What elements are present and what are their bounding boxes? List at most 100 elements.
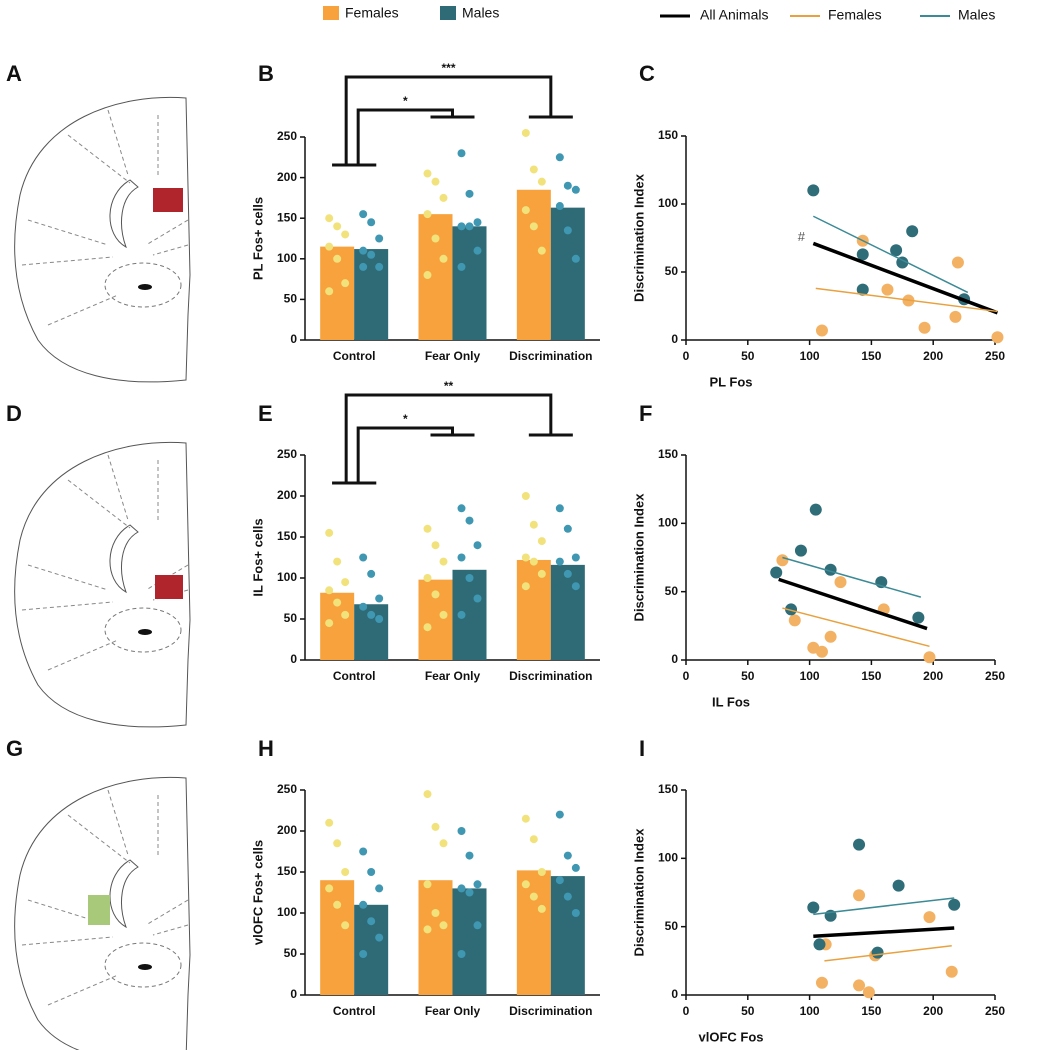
ventricle bbox=[138, 964, 152, 970]
panel-label: A bbox=[6, 61, 22, 86]
data-point bbox=[871, 946, 884, 959]
data-point bbox=[325, 619, 334, 628]
data-point bbox=[423, 574, 432, 582]
data-point bbox=[333, 222, 342, 231]
region-boundary bbox=[47, 294, 119, 326]
data-point bbox=[431, 234, 440, 243]
data-point bbox=[776, 554, 789, 567]
data-point bbox=[785, 603, 798, 616]
x-tick-label: Discrimination bbox=[509, 1004, 592, 1018]
data-point bbox=[423, 271, 432, 280]
data-point bbox=[439, 839, 448, 848]
brain-diagram bbox=[14, 96, 191, 383]
x-tick-label: Fear Only bbox=[425, 349, 481, 363]
fit-line bbox=[812, 241, 999, 315]
y-tick-label: 100 bbox=[658, 196, 678, 210]
y-tick-label: 50 bbox=[284, 292, 298, 306]
data-point bbox=[537, 177, 546, 186]
x-tick-label: 100 bbox=[800, 1004, 820, 1018]
bar bbox=[516, 189, 551, 340]
data-point bbox=[431, 590, 440, 599]
data-point bbox=[788, 614, 801, 627]
y-axis-label: IL Fos+ cells bbox=[250, 518, 265, 596]
significance-bracket bbox=[332, 108, 475, 167]
fit-line bbox=[812, 215, 969, 294]
data-point bbox=[813, 938, 826, 951]
data-point bbox=[465, 888, 474, 897]
x-tick-label: 150 bbox=[861, 1004, 881, 1018]
data-point bbox=[325, 884, 334, 893]
y-axis-label: vlOFC Fos+ cells bbox=[250, 840, 265, 945]
brain-diagram bbox=[14, 441, 191, 728]
data-point bbox=[949, 310, 962, 323]
y-axis-label: Discrimination Index bbox=[631, 828, 646, 957]
y-axis-label: PL Fos+ cells bbox=[250, 197, 265, 280]
x-tick-label: 150 bbox=[861, 669, 881, 683]
data-point bbox=[431, 541, 440, 550]
data-point bbox=[473, 246, 482, 255]
region-boundary bbox=[107, 109, 129, 176]
data-point bbox=[367, 917, 376, 926]
y-tick-label: 0 bbox=[671, 652, 678, 666]
legend-label: Females bbox=[828, 7, 882, 23]
bar bbox=[516, 559, 551, 660]
x-tick-label: Control bbox=[333, 669, 376, 683]
data-point bbox=[325, 528, 334, 537]
x-tick-label: 0 bbox=[683, 349, 690, 363]
data-point bbox=[325, 586, 334, 595]
data-point bbox=[423, 880, 432, 889]
region-boundary bbox=[67, 814, 131, 864]
data-point bbox=[856, 283, 869, 296]
data-point bbox=[473, 921, 482, 930]
data-point bbox=[951, 256, 964, 269]
panel-label: B bbox=[258, 61, 274, 86]
thalamus bbox=[104, 607, 182, 653]
data-point bbox=[834, 576, 847, 589]
data-point bbox=[881, 283, 894, 296]
data-point bbox=[359, 246, 368, 255]
data-point bbox=[853, 889, 866, 902]
legend-label: Females bbox=[345, 5, 399, 21]
data-point bbox=[439, 557, 448, 566]
data-point bbox=[537, 868, 546, 876]
data-point bbox=[529, 557, 538, 566]
fit-line bbox=[782, 556, 922, 598]
data-point bbox=[563, 226, 572, 235]
panel-label: F bbox=[639, 401, 652, 426]
region-boundary bbox=[27, 564, 109, 591]
bar bbox=[320, 880, 355, 995]
y-tick-label: 100 bbox=[658, 516, 678, 530]
x-tick-label: 50 bbox=[741, 669, 755, 683]
data-point bbox=[529, 520, 538, 529]
data-point bbox=[333, 254, 342, 263]
data-point bbox=[537, 246, 546, 255]
data-point bbox=[457, 262, 466, 271]
y-tick-label: 50 bbox=[665, 584, 679, 598]
data-point bbox=[325, 214, 334, 223]
data-point bbox=[439, 610, 448, 619]
data-point bbox=[555, 153, 564, 162]
significance-label: ** bbox=[444, 379, 454, 393]
data-point bbox=[375, 594, 384, 603]
data-point bbox=[375, 933, 384, 942]
data-point bbox=[948, 898, 961, 911]
bar bbox=[550, 564, 585, 660]
bar bbox=[516, 870, 551, 995]
data-point bbox=[341, 610, 350, 619]
corpus bbox=[109, 179, 139, 249]
data-point bbox=[537, 904, 546, 913]
data-point bbox=[431, 177, 440, 186]
data-point bbox=[529, 892, 538, 901]
data-point bbox=[325, 287, 334, 296]
y-tick-label: 100 bbox=[658, 851, 678, 865]
panel-label: E bbox=[258, 401, 273, 426]
data-point bbox=[815, 645, 828, 658]
data-point bbox=[815, 976, 828, 989]
x-axis-label: IL Fos bbox=[712, 694, 750, 709]
data-point bbox=[341, 279, 350, 288]
data-point bbox=[431, 909, 440, 917]
data-point bbox=[537, 537, 546, 546]
data-point bbox=[892, 879, 905, 892]
data-point bbox=[465, 222, 474, 231]
